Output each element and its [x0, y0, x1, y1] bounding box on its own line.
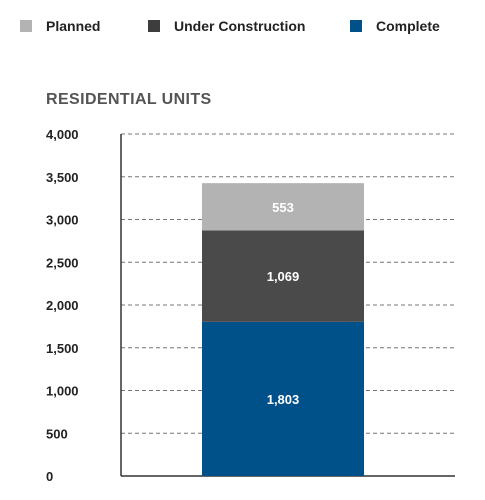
- legend-swatch-under-construction: [148, 20, 160, 32]
- data-label: 1,069: [267, 269, 300, 284]
- y-tick-label: 0: [46, 469, 53, 484]
- legend: Planned Under Construction Complete: [20, 16, 480, 36]
- y-tick-label: 2,000: [46, 298, 79, 313]
- bar-segment-planned: [202, 183, 364, 231]
- bar-segment-complete: [202, 321, 364, 476]
- y-tick-label: 3,000: [46, 213, 79, 228]
- legend-label-under-construction: Under Construction: [174, 18, 306, 34]
- chart-title: RESIDENTIAL UNITS: [46, 91, 212, 108]
- data-label: 553: [272, 200, 294, 215]
- legend-label-planned: Planned: [46, 18, 101, 34]
- legend-label-complete: Complete: [376, 18, 440, 34]
- y-tick-label: 1,000: [46, 384, 79, 399]
- y-tick-label: 1,500: [46, 341, 79, 356]
- bar-segment-under-construction: [202, 230, 364, 322]
- legend-item-planned: Planned: [20, 16, 100, 36]
- legend-item-complete: Complete: [350, 16, 440, 36]
- y-tick-label: 4,000: [46, 127, 79, 142]
- y-tick-label: 3,500: [46, 170, 79, 185]
- legend-item-under-construction: Under Construction: [148, 16, 305, 36]
- y-tick-label: 500: [46, 426, 68, 441]
- legend-swatch-planned: [20, 20, 32, 32]
- data-label: 1,803: [267, 392, 300, 407]
- legend-swatch-complete: [350, 20, 362, 32]
- y-tick-label: 2,500: [46, 255, 79, 270]
